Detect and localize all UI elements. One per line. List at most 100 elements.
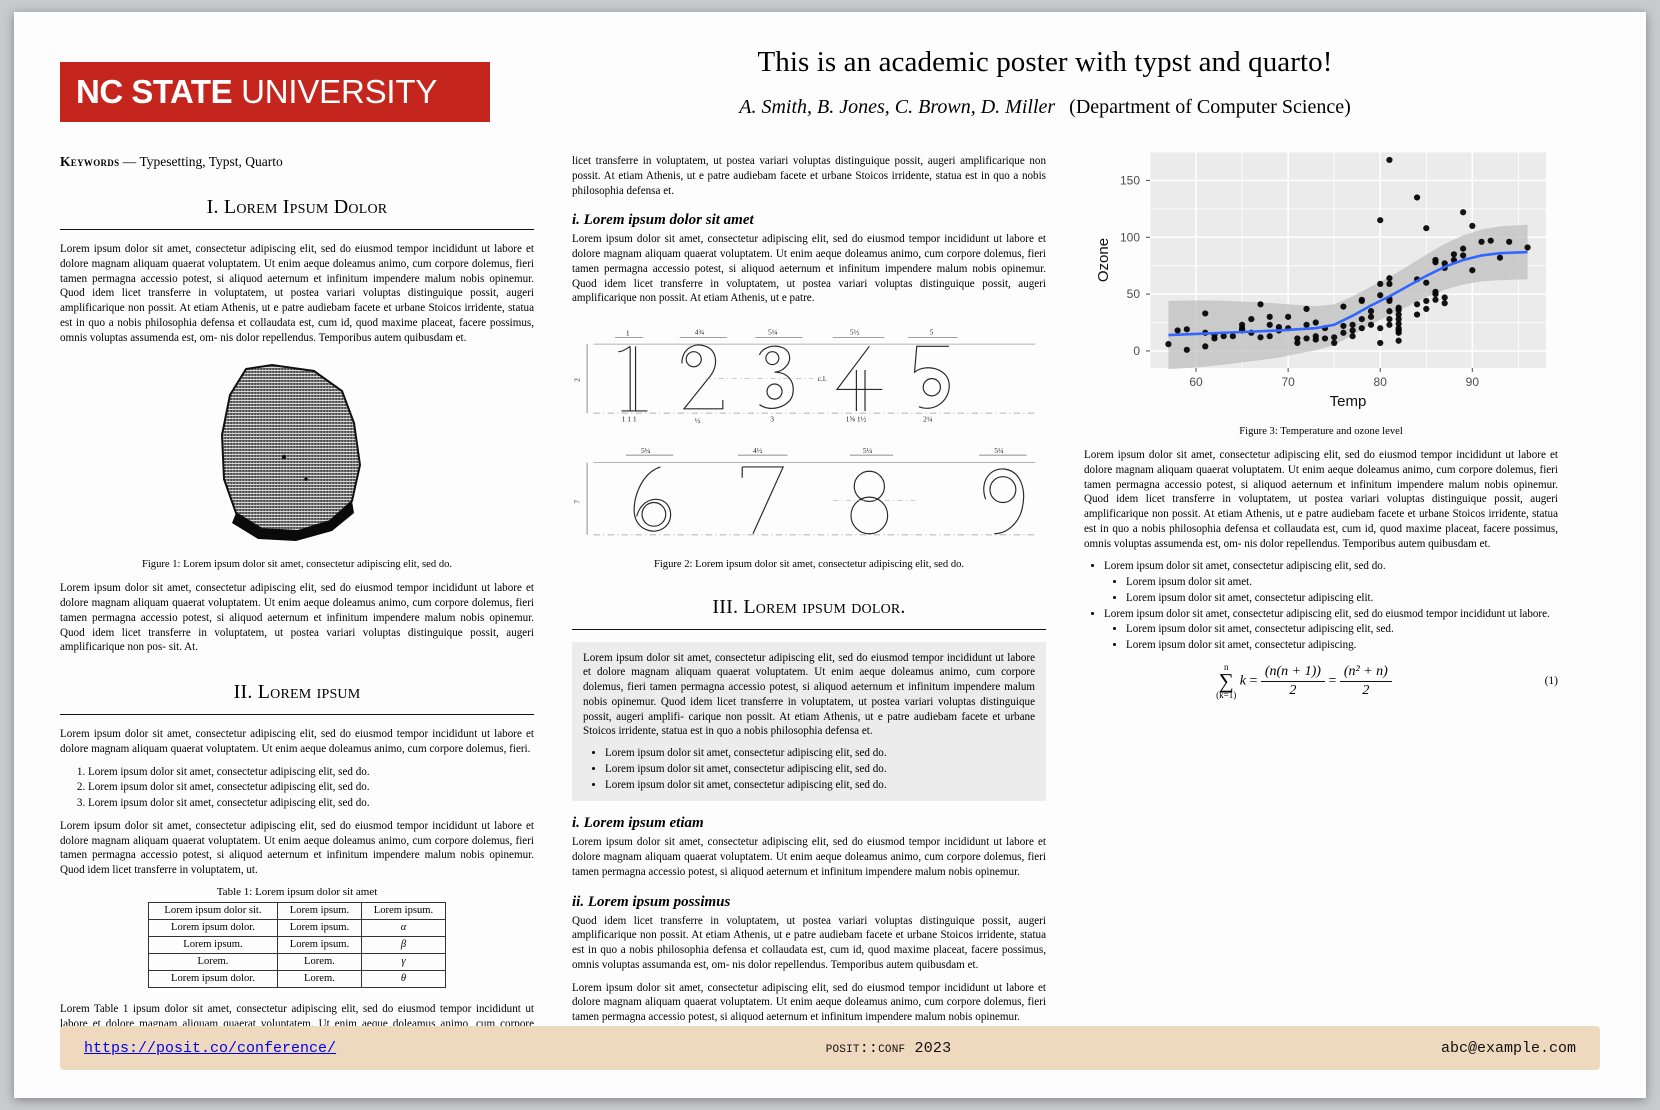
figure-3: 60 70 80 90 0 50 100 150 Ozone Temp Figure 3: T… bbox=[1084, 144, 1558, 437]
authors: A. Smith, B. Jones, C. Brown, D. Miller bbox=[739, 96, 1056, 119]
sigma-glyph: ∑ bbox=[1218, 668, 1234, 693]
middle-paragraph-2: Lorem ipsum dolor sit amet, consectetur … bbox=[572, 836, 1046, 878]
fraction-2: (n² + n) 2 bbox=[1339, 664, 1392, 699]
equation-equals-1: = bbox=[1249, 673, 1258, 689]
numerals-technical-drawing: 2 1 1 1 1 bbox=[573, 327, 1141, 536]
figure-1-caption-text: Lorem ipsum dolor sit amet, consectetur … bbox=[183, 559, 453, 571]
highlighted-block: Lorem ipsum dolor sit amet, consectetur … bbox=[572, 641, 1046, 802]
page-title: This is an academic poster with typst an… bbox=[757, 46, 1333, 78]
subsection-heading-2: i. Lorem ipsum etiam bbox=[572, 815, 704, 832]
svg-text:1 1 1: 1 1 1 bbox=[622, 415, 637, 424]
equation-equals-2: = bbox=[1328, 673, 1337, 689]
authors-line: A. Smith, B. Jones, C. Brown, D. Miller (… bbox=[490, 96, 1600, 119]
poster-page: NC STATE UNIVERSITY This is an academic … bbox=[14, 12, 1646, 1098]
list-item: Lorem ipsum dolor sit amet, consectetur … bbox=[1104, 559, 1558, 605]
equation-lhs: k bbox=[1239, 673, 1246, 689]
logo-light-text: UNIVERSITY bbox=[241, 73, 438, 110]
svg-text:2: 2 bbox=[573, 378, 582, 382]
table-row: Lorem ipsum. Lorem ipsum. β bbox=[148, 935, 447, 954]
keywords-value: Typesetting, Typst, Quarto bbox=[139, 154, 283, 169]
list-item: Lorem ipsum dolor sit amet, consectetur … bbox=[88, 780, 534, 795]
table-1-caption-label: Table 1: bbox=[216, 885, 253, 898]
svg-text:5½: 5½ bbox=[850, 327, 860, 336]
column-left: Keywords — Typesetting, Typst, Quarto I.… bbox=[60, 144, 534, 1059]
middle-paragraph-top: licet transferre in voluptatem, ut poste… bbox=[572, 155, 1046, 197]
left-ordered-list: Lorem ipsum dolor sit amet, consectetur … bbox=[60, 765, 534, 811]
chart-y-axis-label: Ozone bbox=[1095, 238, 1112, 282]
svg-text:4½: 4½ bbox=[753, 446, 763, 455]
table-header-cell: Lorem ipsum dolor sit. bbox=[148, 901, 278, 920]
list-item-text: Lorem ipsum dolor sit amet, consectetur … bbox=[1104, 607, 1550, 620]
svg-text:90: 90 bbox=[1466, 375, 1480, 389]
fraction-denominator: 2 bbox=[1362, 682, 1370, 698]
highlighted-list: Lorem ipsum dolor sit amet, consectetur … bbox=[583, 746, 1035, 792]
section-rule-2 bbox=[60, 714, 534, 715]
svg-text:7: 7 bbox=[573, 500, 582, 504]
left-paragraph-1: Lorem ipsum dolor sit amet, consectetur … bbox=[60, 243, 534, 344]
svg-text:2¼: 2¼ bbox=[923, 415, 933, 424]
right-bullet-list: Lorem ipsum dolor sit amet, consectetur … bbox=[1084, 559, 1558, 653]
svg-text:5¼: 5¼ bbox=[994, 446, 1004, 455]
table-cell: Lorem ipsum. bbox=[148, 935, 278, 954]
table-cell: Lorem. bbox=[276, 952, 362, 971]
right-paragraph-1: Lorem ipsum dolor sit amet, consectetur … bbox=[1084, 449, 1558, 550]
svg-text:1: 1 bbox=[626, 329, 630, 338]
footer-conference-name: posit::conf 2023 bbox=[825, 1039, 952, 1057]
middle-paragraph-4: Lorem ipsum dolor sit amet, consectetur … bbox=[572, 981, 1046, 1024]
summation-symbol: n ∑ (k=1) bbox=[1216, 661, 1237, 700]
table-cell: θ bbox=[360, 969, 447, 988]
svg-text:c.l.: c.l. bbox=[818, 374, 827, 383]
sum-lower-limit: (k=1) bbox=[1216, 689, 1237, 700]
poster-footer: https://posit.co/conference/ posit::conf… bbox=[60, 1026, 1600, 1070]
list-item: Lorem ipsum dolor sit amet, consectetur … bbox=[1126, 591, 1558, 606]
middle-paragraph-3: Quod idem licet transferre in voluptatem… bbox=[572, 914, 1046, 971]
section-heading-1: I. Lorem Ipsum Dolor bbox=[206, 196, 388, 218]
table-1-caption: Table 1: Lorem ipsum dolor sit amet bbox=[60, 886, 534, 898]
figure-1-caption: Figure 1: Lorem ipsum dolor sit amet, co… bbox=[60, 559, 534, 570]
list-item: Lorem ipsum dolor sit amet. bbox=[1126, 575, 1558, 590]
table-cell: Lorem ipsum. bbox=[276, 918, 362, 937]
svg-text:½: ½ bbox=[695, 416, 701, 425]
section-heading-2: II. Lorem ipsum bbox=[233, 681, 361, 703]
svg-text:60: 60 bbox=[1189, 375, 1203, 389]
svg-text:1⅝ 1½: 1⅝ 1½ bbox=[846, 415, 867, 424]
svg-text:50: 50 bbox=[1127, 287, 1141, 301]
left-paragraph-3: Lorem ipsum dolor sit amet, consectetur … bbox=[60, 728, 534, 755]
svg-text:5: 5 bbox=[930, 327, 934, 336]
nested-bullet-list: Lorem ipsum dolor sit amet. Lorem ipsum … bbox=[1104, 575, 1558, 606]
list-item: Lorem ipsum dolor sit amet, consectetur … bbox=[88, 765, 534, 780]
fraction-1: (n(n + 1)) 2 bbox=[1260, 664, 1325, 699]
list-item: Lorem ipsum dolor sit amet, consectetur … bbox=[605, 778, 1035, 793]
highlighted-paragraph: Lorem ipsum dolor sit amet, consectetur … bbox=[583, 651, 1035, 738]
middle-paragraph-1: Lorem ipsum dolor sit amet, consectetur … bbox=[572, 233, 1046, 305]
table-1: Lorem ipsum dolor sit. Lorem ipsum. Lore… bbox=[148, 901, 447, 988]
svg-text:5¼: 5¼ bbox=[641, 446, 651, 455]
list-item: Lorem ipsum dolor sit amet, consectetur … bbox=[1126, 638, 1558, 653]
figure-1-caption-label: Figure 1: bbox=[141, 559, 181, 571]
equation-row: n ∑ (k=1) k = (n(n + 1)) 2 = (n² + n) 2 bbox=[1084, 661, 1558, 700]
sum-upper-limit: n bbox=[1223, 661, 1229, 672]
equation-number: (1) bbox=[1544, 675, 1558, 688]
logo-bold-text: NC STATE bbox=[76, 73, 233, 110]
section-rule-3 bbox=[572, 628, 1046, 630]
fraction-numerator: (n² + n) bbox=[1339, 664, 1392, 682]
figure-2-caption-text: Lorem ipsum dolor sit amet, consectetur … bbox=[695, 558, 965, 570]
column-right: 60 70 80 90 0 50 100 150 Ozone Temp Figure 3: T… bbox=[1084, 144, 1558, 1014]
table-row: Lorem ipsum dolor. Lorem. θ bbox=[148, 969, 447, 988]
list-item: Lorem ipsum dolor sit amet, consectetur … bbox=[1126, 622, 1558, 637]
fraction-numerator: (n(n + 1)) bbox=[1260, 664, 1325, 682]
footer-email-link[interactable]: abc@example.com bbox=[1440, 1039, 1576, 1057]
list-item: Lorem ipsum dolor sit amet, consectetur … bbox=[88, 796, 534, 811]
table-row: Lorem. Lorem. γ bbox=[148, 952, 447, 971]
chart-svg: 60 70 80 90 0 50 100 150 Ozone Temp bbox=[1095, 151, 1546, 410]
figure-2-caption-label: Figure 2: bbox=[653, 558, 693, 570]
figure-2: 2 1 1 1 1 bbox=[572, 314, 1141, 570]
poster-header: NC STATE UNIVERSITY This is an academic … bbox=[14, 12, 1646, 142]
footer-url-link[interactable]: https://posit.co/conference/ bbox=[84, 1039, 337, 1057]
figure-3-caption: Figure 3: Temperature and ozone level bbox=[1084, 426, 1558, 437]
column-middle: licet transferre in voluptatem, ut poste… bbox=[572, 144, 1141, 1023]
svg-text:70: 70 bbox=[1281, 375, 1295, 389]
list-item-text: Lorem ipsum dolor sit amet, consectetur … bbox=[1104, 560, 1386, 573]
list-item: Lorem ipsum dolor sit amet, consectetur … bbox=[1104, 607, 1558, 653]
figure-3-caption-label: Figure 3: bbox=[1239, 426, 1278, 437]
